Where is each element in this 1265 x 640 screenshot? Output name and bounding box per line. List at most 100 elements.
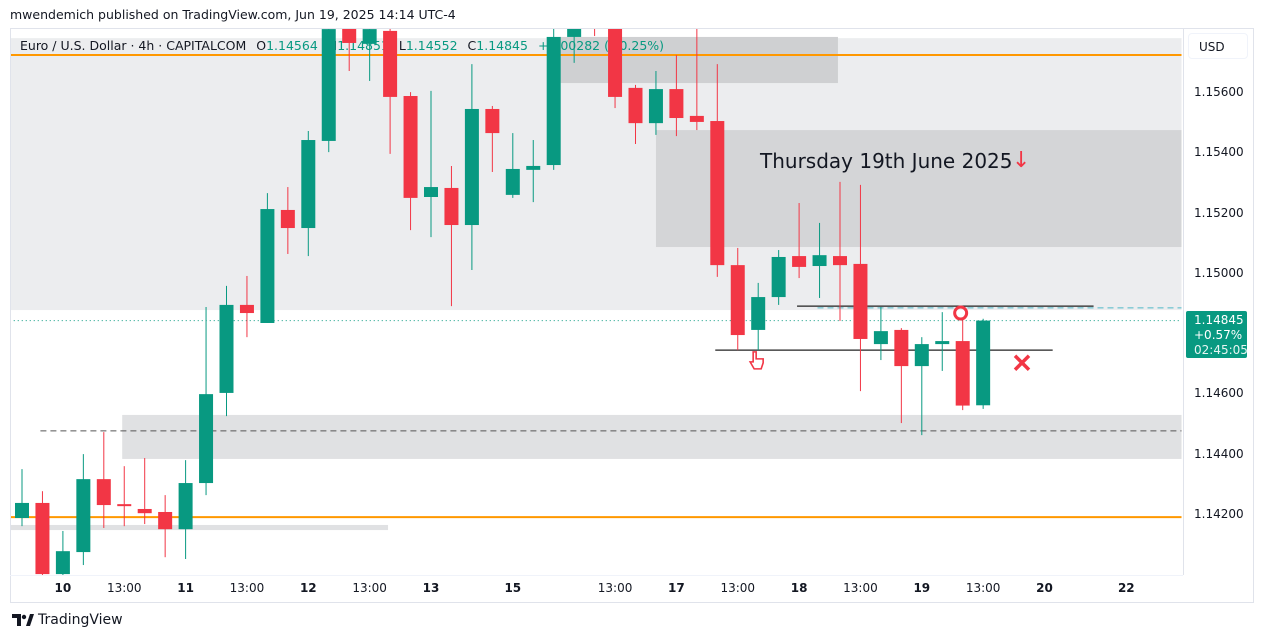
candle-up[interactable] xyxy=(751,282,766,351)
candle-up[interactable] xyxy=(526,140,541,203)
bottom-thin-zone[interactable] xyxy=(10,524,389,531)
candle-body xyxy=(464,108,479,226)
candle-down[interactable] xyxy=(403,92,418,231)
candle-down[interactable] xyxy=(158,495,173,558)
candle-body xyxy=(792,256,807,267)
time-tick: 13:00 xyxy=(965,581,1001,595)
candle-body xyxy=(158,511,173,530)
candle-up[interactable] xyxy=(260,193,275,323)
arrow-down-icon[interactable]: ↓ xyxy=(1012,148,1031,173)
candle-body xyxy=(833,256,847,266)
price-tick: 1.14600 xyxy=(1194,386,1244,401)
candle-body xyxy=(383,30,398,97)
lower-demand-zone[interactable] xyxy=(122,414,1182,459)
candle-up[interactable] xyxy=(812,222,827,298)
candle-down[interactable] xyxy=(792,203,807,279)
candle-body xyxy=(260,209,275,323)
thursday-box-zone[interactable] xyxy=(655,130,1182,248)
candle-up[interactable] xyxy=(199,307,214,496)
thursday-annotation[interactable]: Thursday 19th June 2025 xyxy=(760,149,1013,173)
footer-brand: TradingView xyxy=(38,612,123,628)
candle-body xyxy=(710,121,725,266)
candle-up[interactable] xyxy=(976,318,991,409)
candle-body xyxy=(96,479,111,506)
price-tick: 1.14200 xyxy=(1194,507,1244,521)
candle-down[interactable] xyxy=(894,328,909,424)
candle-down[interactable] xyxy=(669,55,684,137)
candle-down[interactable] xyxy=(588,0,602,37)
candle-down[interactable] xyxy=(342,15,357,71)
candle-up[interactable] xyxy=(648,70,663,135)
candle-up[interactable] xyxy=(15,469,29,527)
last-change-pct: +0.57% xyxy=(1194,328,1243,342)
candle-up[interactable] xyxy=(55,530,70,575)
candle-down[interactable] xyxy=(689,25,704,131)
time-tick: 13:00 xyxy=(720,581,756,595)
hand-pointer-icon[interactable] xyxy=(748,351,764,370)
candle-up[interactable] xyxy=(567,5,582,63)
candle-body xyxy=(955,341,970,406)
candle-up[interactable] xyxy=(505,133,520,198)
candle-up[interactable] xyxy=(464,64,479,270)
candle-body xyxy=(321,29,336,141)
legend-close: 1.14845 xyxy=(476,38,528,53)
candle-body xyxy=(137,508,152,514)
candle-up[interactable] xyxy=(873,307,888,361)
candle-down[interactable] xyxy=(710,64,725,277)
candle-down[interactable] xyxy=(35,491,50,575)
price-axis-divider xyxy=(1183,28,1184,575)
candle-down[interactable] xyxy=(608,25,623,109)
candle-down[interactable] xyxy=(628,84,643,144)
candle-down[interactable] xyxy=(853,184,868,392)
time-tick: 13:00 xyxy=(106,581,142,595)
candle-body xyxy=(894,329,909,367)
price-tick: 1.15600 xyxy=(1194,85,1244,99)
candle-body xyxy=(424,187,438,197)
candle-down[interactable] xyxy=(383,25,398,154)
price-tick: 1.15400 xyxy=(1194,145,1244,160)
candle-body xyxy=(342,29,357,43)
candle-down[interactable] xyxy=(955,319,970,411)
candle-body xyxy=(914,344,929,367)
candle-up[interactable] xyxy=(914,337,929,436)
candle-body xyxy=(873,331,888,345)
candle-up[interactable] xyxy=(935,312,950,371)
lines-layer xyxy=(11,54,1182,519)
candle-body xyxy=(771,256,786,298)
candle-up[interactable] xyxy=(771,250,786,305)
candle-up[interactable] xyxy=(301,130,316,257)
time-tick: 13:00 xyxy=(597,581,633,595)
candle-down[interactable] xyxy=(485,105,500,172)
last-price: 1.14845 xyxy=(1194,313,1244,327)
candle-up[interactable] xyxy=(178,460,193,560)
candle-up[interactable] xyxy=(424,90,438,238)
currency-button[interactable]: USD xyxy=(1188,33,1248,59)
candle-body xyxy=(362,29,377,44)
candle-down[interactable] xyxy=(117,466,132,527)
candle-down[interactable] xyxy=(239,275,254,338)
time-tick: 13 xyxy=(422,581,440,595)
candle-down[interactable] xyxy=(444,165,459,307)
zones-layer xyxy=(10,36,1182,531)
candle-down[interactable] xyxy=(137,458,152,525)
candle-up[interactable] xyxy=(76,454,91,566)
time-tick: 13:00 xyxy=(229,581,265,595)
top-box-zone[interactable] xyxy=(559,36,838,84)
circle-marker-icon[interactable] xyxy=(953,305,969,321)
candle-up[interactable] xyxy=(321,20,336,153)
candle-up[interactable] xyxy=(362,15,377,81)
time-tick: 20 xyxy=(1036,581,1053,595)
candle-down[interactable] xyxy=(96,432,111,528)
candle-down[interactable] xyxy=(280,187,295,254)
candle-up[interactable] xyxy=(546,20,561,170)
candle-body xyxy=(812,255,827,267)
candle-body xyxy=(219,304,234,393)
chart-frame xyxy=(10,28,1254,603)
legend-change: +0.00282 (+0.25%) xyxy=(538,38,664,53)
legend-symbol: Euro / U.S. Dollar · 4h · CAPITALCOM xyxy=(20,38,246,53)
candle-down[interactable] xyxy=(833,181,847,321)
candle-down[interactable] xyxy=(730,247,745,351)
candle-up[interactable] xyxy=(219,285,234,417)
x-marker-icon[interactable] xyxy=(1013,354,1031,372)
